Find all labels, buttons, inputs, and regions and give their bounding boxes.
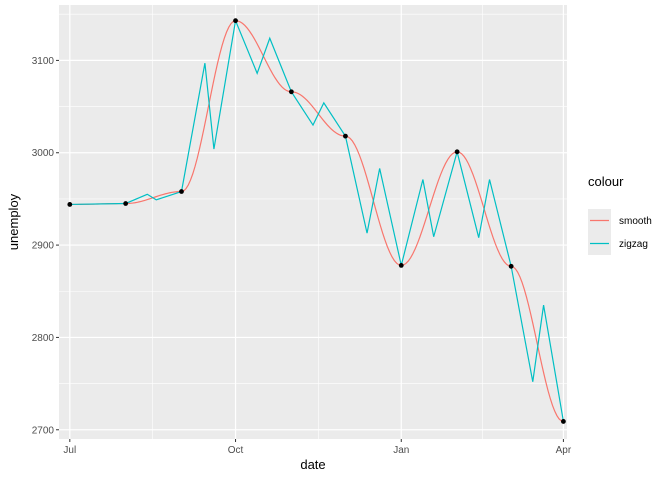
- data-point: [560, 419, 566, 424]
- data-point: [233, 18, 238, 24]
- legend-title: colour: [588, 174, 624, 189]
- data-point: [288, 89, 294, 95]
- data-point: [67, 202, 73, 207]
- grid-major: [59, 5, 567, 439]
- y-axis-title: unemploy: [6, 193, 21, 250]
- legend: colour smooth zigzag: [588, 174, 652, 255]
- y-tick-label: 3000: [32, 148, 55, 159]
- legend-entry-zigzag: zigzag: [588, 232, 648, 255]
- x-tick-label: Apr: [556, 445, 572, 456]
- series-layer: [69, 18, 564, 423]
- axis-ticks: [56, 59, 564, 442]
- legend-label-zigzag: zigzag: [619, 239, 648, 250]
- points-layer: [67, 18, 566, 424]
- y-tick-label: 3100: [32, 56, 55, 67]
- x-tick-labels: Jul Oct Jan Apr: [63, 445, 571, 456]
- series-line-zigzag: [69, 18, 564, 422]
- x-tick-label: Oct: [228, 445, 244, 456]
- data-point: [179, 189, 184, 194]
- y-tick-labels: 2700 2800 2900 3000 3100: [32, 56, 55, 436]
- data-point: [454, 149, 460, 155]
- data-point: [508, 263, 514, 269]
- y-tick-label: 2700: [32, 425, 55, 436]
- x-tick-label: Jan: [393, 445, 409, 456]
- data-point: [123, 201, 129, 206]
- x-axis-title: date: [300, 457, 325, 472]
- x-tick-label: Jul: [63, 445, 76, 456]
- legend-label-smooth: smooth: [619, 216, 652, 227]
- legend-entry-smooth: smooth: [588, 209, 652, 232]
- y-tick-label: 2800: [32, 333, 55, 344]
- data-point: [398, 263, 404, 268]
- data-point: [343, 133, 348, 139]
- y-tick-label: 2900: [32, 241, 55, 252]
- plot-panel: [59, 5, 567, 439]
